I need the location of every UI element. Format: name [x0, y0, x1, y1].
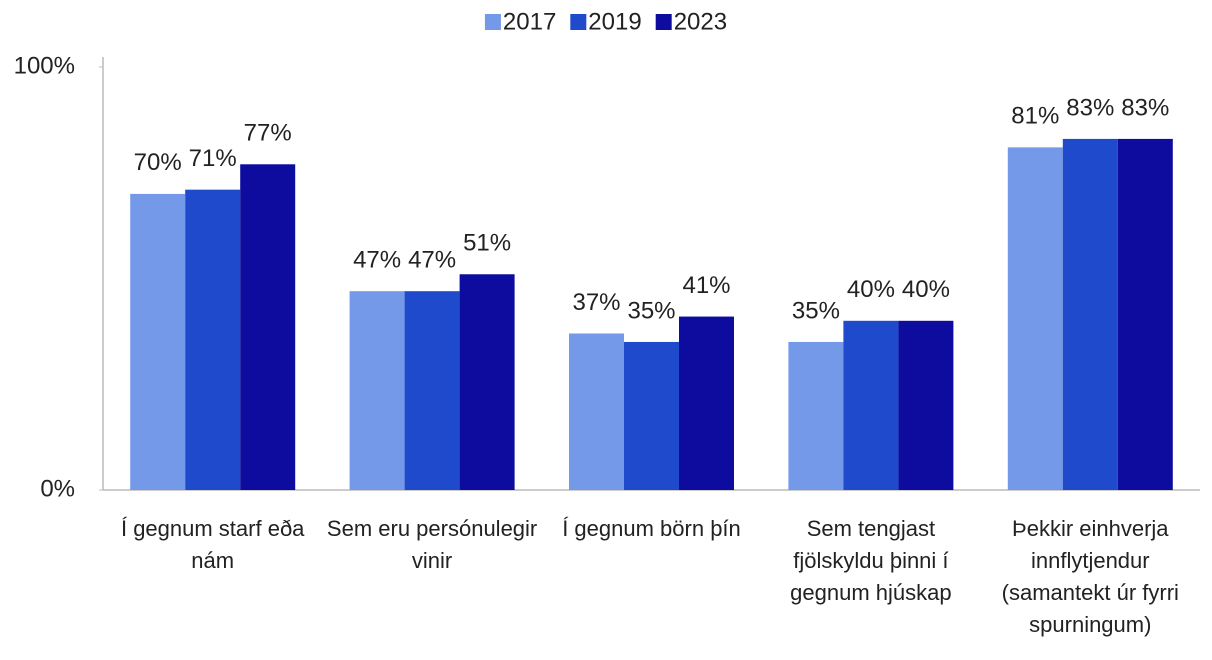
- y-tick-label: 100%: [14, 52, 75, 79]
- bar: [1117, 138, 1173, 490]
- x-tick-label: Sem tengjast fjölskyldu þinni í gegnum hjú…: [790, 516, 951, 605]
- data-label: 35%: [627, 297, 675, 324]
- legend-label: 2017: [503, 8, 556, 35]
- data-label: 83%: [1066, 94, 1114, 121]
- legend-label: 2019: [588, 8, 641, 35]
- legend-swatch: [484, 14, 501, 30]
- y-tick-label: 0%: [40, 475, 75, 502]
- bar: [459, 274, 515, 490]
- data-label: 70%: [134, 149, 182, 176]
- data-label: 83%: [1121, 94, 1169, 121]
- data-label: 47%: [353, 247, 401, 274]
- data-label: 41%: [682, 272, 730, 299]
- bar: [569, 333, 624, 490]
- x-tick-label: Í gegnum börn þín: [562, 516, 741, 541]
- bar: [130, 193, 186, 490]
- data-label: 40%: [847, 276, 895, 303]
- data-label: 35%: [792, 297, 840, 324]
- data-label: 51%: [463, 230, 511, 257]
- data-label: 71%: [189, 145, 237, 172]
- bar: [843, 320, 899, 490]
- bar: [1007, 147, 1063, 490]
- bar: [240, 164, 296, 491]
- data-label: 81%: [1011, 103, 1059, 130]
- legend-swatch: [655, 14, 672, 30]
- legend: 2017 2019 2023: [484, 8, 727, 35]
- legend-label: 2023: [674, 8, 727, 35]
- data-label: 47%: [408, 247, 456, 274]
- bar: [404, 291, 460, 490]
- bar: [349, 291, 405, 490]
- x-tick-label: Þekkir einhverja innflytjendur (samantekt …: [1002, 516, 1179, 637]
- data-label: 77%: [244, 120, 292, 147]
- bar: [788, 341, 844, 490]
- legend-swatch: [570, 14, 587, 30]
- bar: [1062, 138, 1118, 490]
- bar: [679, 316, 734, 490]
- data-label: 40%: [902, 276, 950, 303]
- bar: [624, 341, 679, 490]
- x-tick-label: Sem eru persónulegir vinir: [327, 516, 537, 573]
- x-tick-label: Í gegnum starf eða nám: [121, 516, 305, 573]
- data-label: 37%: [572, 289, 620, 316]
- bar: [185, 189, 241, 491]
- bar: [898, 320, 954, 490]
